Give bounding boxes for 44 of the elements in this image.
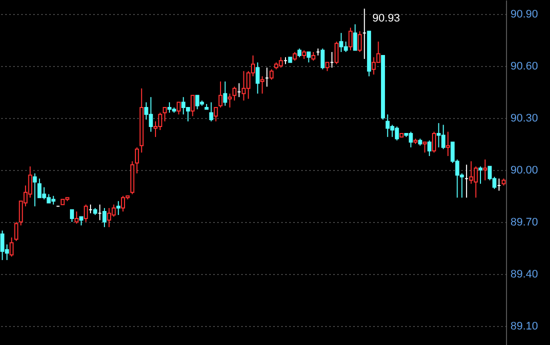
candlestick — [353, 24, 358, 51]
candlestick — [32, 172, 37, 207]
candlestick — [427, 140, 432, 157]
annotation: 90.93 — [372, 12, 400, 25]
candlestick — [446, 131, 450, 157]
candlestick — [14, 221, 18, 242]
candlestick — [74, 211, 79, 224]
candlestick — [358, 30, 362, 53]
candlestick — [422, 142, 427, 154]
candlestick — [394, 126, 399, 141]
candlestick — [102, 208, 106, 228]
candlestick — [121, 195, 126, 212]
candlestick — [84, 204, 88, 222]
y-tick-label: 90.90 — [510, 8, 538, 20]
candlestick — [107, 208, 112, 228]
candlestick — [214, 106, 218, 122]
candlestick — [209, 102, 214, 122]
candlestick — [134, 146, 139, 174]
candlestick — [306, 52, 311, 63]
candlestick — [223, 80, 228, 106]
candlestick — [232, 86, 236, 102]
candlestick — [270, 68, 274, 80]
candlestick — [348, 27, 352, 51]
y-tick-label: 89.40 — [510, 268, 538, 280]
candlestick — [334, 41, 339, 65]
candlestick — [218, 80, 223, 108]
candlestick — [228, 93, 232, 108]
y-tick-label: 90.60 — [510, 60, 538, 72]
candlestick — [483, 158, 488, 181]
candlestick — [116, 200, 120, 216]
candlestick — [432, 131, 436, 154]
candlestick — [70, 209, 74, 222]
candlestick — [162, 106, 167, 122]
y-tick-label: 90.00 — [510, 164, 538, 176]
candlestick — [478, 166, 482, 184]
candlestick — [256, 62, 260, 94]
candlestick — [260, 76, 264, 94]
y-tick-label: 89.70 — [510, 216, 538, 228]
candlestick — [10, 237, 14, 258]
candlestick — [176, 102, 181, 115]
candlestick — [190, 94, 195, 117]
candlestick — [320, 48, 325, 70]
y-tick-label: 89.10 — [510, 320, 538, 332]
y-tick-label: 90.30 — [510, 112, 538, 124]
